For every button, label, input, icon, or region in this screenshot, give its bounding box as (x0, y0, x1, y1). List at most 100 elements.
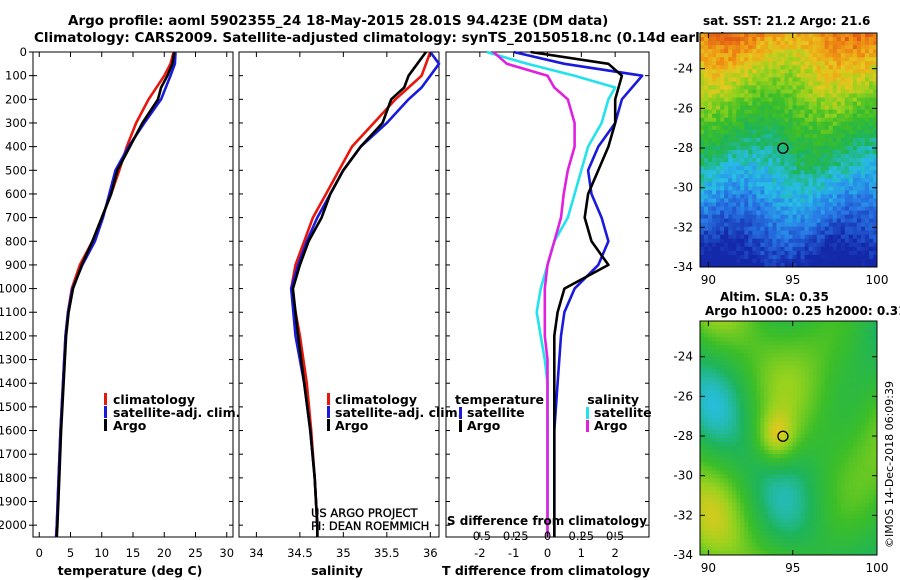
map-cell (712, 73, 717, 78)
map-cell (860, 61, 866, 66)
map-cell (832, 129, 838, 135)
map-cell (828, 117, 834, 123)
map-cell (828, 474, 834, 479)
map-cell (728, 417, 733, 423)
map-cell (748, 470, 753, 475)
map-cell (716, 137, 721, 143)
map-cell (780, 129, 785, 135)
map-cell (708, 194, 713, 199)
map-cell (812, 101, 818, 107)
map-cell (800, 170, 805, 175)
map-cell (860, 218, 866, 224)
map-cell (720, 341, 725, 346)
map-cell (708, 353, 713, 358)
map-cell (800, 154, 805, 159)
map-cell (864, 178, 870, 183)
map-cell (764, 166, 769, 171)
map-cell (748, 337, 753, 342)
map-cell (812, 113, 818, 119)
map-cell (756, 353, 761, 358)
map-cell (768, 494, 773, 499)
map-cell (760, 125, 765, 131)
map-cell (832, 133, 838, 139)
map-cell (840, 190, 846, 195)
map-cell (792, 433, 797, 439)
map-cell (800, 345, 805, 350)
map-cell (788, 81, 793, 86)
map-cell (860, 421, 866, 427)
map-cell (844, 262, 850, 268)
map-cell (756, 230, 761, 236)
map-cell (792, 234, 797, 240)
map-cell (860, 242, 866, 248)
map-cell (812, 325, 818, 330)
map-cell (704, 474, 709, 479)
map-cell (728, 105, 733, 111)
map-cell (756, 498, 761, 503)
map-cell (856, 510, 862, 516)
map-cell (820, 401, 826, 407)
map-cell (872, 41, 878, 46)
map-cell (712, 377, 717, 382)
map-cell (708, 389, 713, 395)
map-cell (788, 125, 793, 131)
map-cell (804, 137, 810, 143)
map-cell (860, 478, 866, 483)
map-cell (716, 506, 721, 512)
map-cell (808, 69, 814, 74)
map-cell (792, 97, 797, 102)
map-cell (732, 470, 737, 475)
map-cell (744, 361, 749, 366)
map-cell (868, 154, 874, 159)
map-cell (800, 466, 805, 471)
map-cell (724, 238, 729, 244)
map-cell (792, 218, 797, 224)
map-cell (764, 442, 769, 447)
map-cell (728, 101, 733, 107)
map-cell (744, 474, 749, 479)
map-cell (772, 162, 777, 167)
map-cell (780, 510, 785, 516)
legend-label-temp-argo: Argo (467, 418, 501, 433)
map-cell (756, 470, 761, 475)
map-cell (716, 254, 721, 260)
map-cell (800, 369, 805, 374)
map-cell (820, 429, 826, 435)
map-cell (716, 486, 721, 491)
map-cell (752, 401, 757, 407)
map-cell (716, 33, 721, 38)
map-cell (764, 218, 769, 224)
map-cell (744, 57, 749, 62)
map-cell (864, 137, 870, 143)
map-cell (808, 353, 814, 358)
map-cell (704, 154, 709, 159)
map-cell (784, 89, 789, 94)
map-cell (780, 462, 785, 467)
map-cell (868, 174, 874, 179)
map-cell (760, 162, 765, 167)
map-cell (736, 206, 741, 211)
map-cell (748, 69, 753, 74)
map-cell (772, 413, 777, 419)
map-cell (836, 89, 842, 94)
map-cell (784, 109, 789, 115)
map-cell (852, 494, 858, 499)
map-cell (708, 254, 713, 260)
map-cell (724, 202, 729, 207)
map-cell (852, 162, 858, 167)
map-cell (772, 486, 777, 491)
map-cell (844, 409, 850, 415)
map-cell (752, 222, 757, 228)
map-cell (764, 482, 769, 487)
map-cell (824, 145, 830, 151)
map-cell (840, 345, 846, 350)
map-cell (848, 421, 854, 427)
map-cell (864, 37, 870, 42)
map-cell (860, 33, 866, 38)
map-cell (700, 109, 705, 115)
map-cell (808, 218, 814, 224)
map-cell (820, 174, 826, 179)
map-cell (744, 174, 749, 179)
map-cell (708, 450, 713, 455)
map-cell (720, 218, 725, 224)
